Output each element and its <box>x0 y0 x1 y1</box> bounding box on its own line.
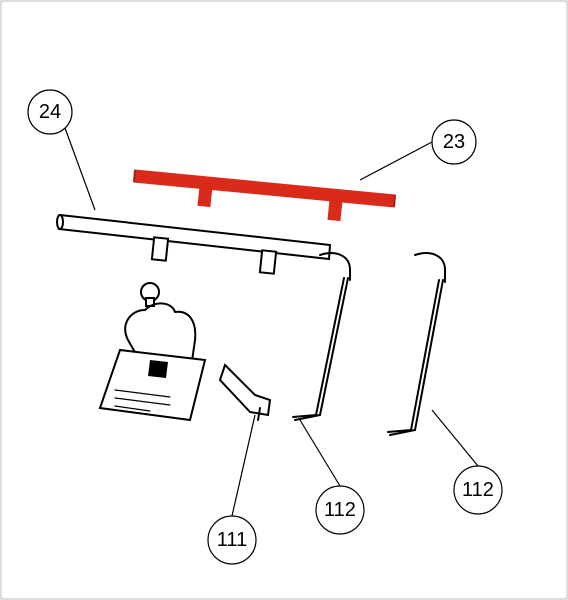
part-112-rod-right <box>388 253 445 435</box>
part-112-rod-left <box>293 253 350 420</box>
callout-leader-24 <box>65 128 95 210</box>
callout-leader-112 <box>432 410 478 466</box>
callout-leader-111 <box>232 415 255 516</box>
callout-label-111: 111 <box>217 529 247 551</box>
part-booklet <box>100 350 205 420</box>
part-23-rail-highlighted <box>134 170 395 221</box>
part-knob <box>141 283 159 306</box>
callout-label-24: 24 <box>39 101 61 123</box>
callout-leader-23 <box>360 142 432 180</box>
part-24-rail <box>57 215 330 274</box>
part-111-hook <box>220 365 270 420</box>
callout-leader-112 <box>300 420 340 486</box>
callout-label-23: 23 <box>443 131 465 153</box>
parts-diagram: 24 23 111 112 112 <box>0 0 568 600</box>
callout-label-112: 112 <box>324 499 356 521</box>
callout-label-112: 112 <box>462 479 494 501</box>
